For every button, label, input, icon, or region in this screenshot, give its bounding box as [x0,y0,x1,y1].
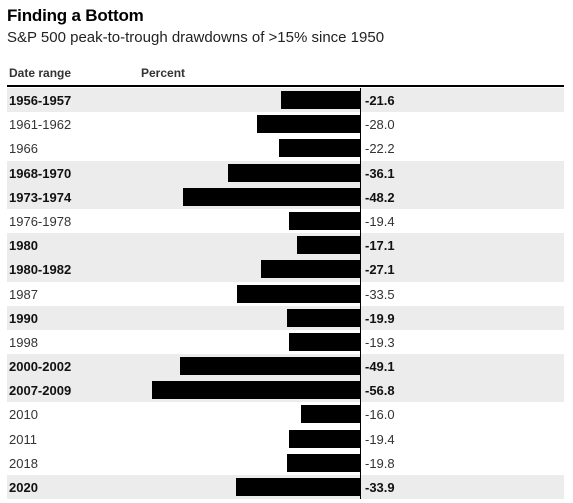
table-row: 2018 -19.8 [7,451,564,475]
drawdown-bar [179,357,360,376]
table-row: 1980-1982 -27.1 [7,257,564,282]
date-range-label: 1990 [9,310,38,326]
date-range-label: 2010 [9,407,38,423]
date-range-label: 1966 [9,141,38,157]
drawdown-bar [237,284,360,303]
zero-axis-line [360,88,361,500]
drawdown-value-label: -48.2 [365,189,395,205]
date-range-label: 2020 [9,480,38,495]
table-row: 1973-1974 -48.2 [7,184,564,209]
drawdown-bar [289,332,360,351]
date-range-label: 2007-2009 [9,383,72,399]
drawdown-value-label: -19.4 [365,431,395,447]
drawdown-bar [288,429,360,448]
date-range-label: 1968-1970 [9,165,72,181]
drawdown-value-label: -33.9 [365,480,395,495]
drawdown-value-label: -33.5 [365,286,395,302]
date-range-label: 1956-1957 [9,93,72,108]
drawdown-bar [280,91,360,109]
table-row: 2020 -33.9 [7,475,564,500]
drawdown-bar [287,453,360,472]
drawdown-value-label: -19.8 [365,455,395,471]
table-row: 1956-1957 -21.6 [7,88,564,113]
table-row: 1998 -19.3 [7,330,564,354]
date-range-label: 1980-1982 [9,262,72,278]
table-row: 1987 -33.5 [7,282,564,306]
table-row: 1980 -17.1 [7,233,564,258]
drawdown-bar [278,139,360,158]
drawdown-bar [287,308,360,327]
date-range-label: 1976-1978 [9,213,72,229]
drawdown-value-label: -21.6 [365,93,395,108]
table-row: 1990 -19.9 [7,305,564,330]
header-rule [7,85,564,87]
percent-column-header: Percent [141,66,186,80]
date-range-label: 1987 [9,286,38,302]
drawdown-value-label: -19.9 [365,310,395,326]
table-row: 2007-2009 -56.8 [7,378,564,403]
drawdown-bar [183,187,360,206]
table-row: 1968-1970 -36.1 [7,160,564,185]
date-range-label: 2000-2002 [9,359,72,375]
chart-subtitle: S&P 500 peak-to-trough drawdowns of >15%… [7,29,385,46]
table-row: 2000-2002 -49.1 [7,354,564,379]
drawdown-value-label: -28.0 [365,117,395,133]
drawdown-value-label: -27.1 [365,262,395,278]
drawdown-value-label: -19.4 [365,213,395,229]
date-range-label: 1961-1962 [9,117,72,133]
table-row: 1966 -22.2 [7,136,564,160]
drawdown-value-label: -36.1 [365,165,395,181]
date-range-label: 2011 [9,431,37,447]
drawdown-table: 1956-1957 -21.6 1961-1962 -28.0 1966 -22.2 196… [7,88,564,500]
drawdown-bar [301,405,360,424]
date-range-label: 1998 [9,334,38,350]
date-range-label: 1980 [9,238,38,254]
drawdown-value-label: -49.1 [365,359,395,375]
chart-title: Finding a Bottom [7,6,144,25]
drawdown-value-label: -22.2 [365,141,395,157]
drawdown-bar [235,478,360,496]
drawdown-bar [227,163,360,182]
drawdown-bar [151,381,360,400]
date-range-label: 2018 [9,455,38,471]
drawdown-bar [288,211,360,230]
drawdown-value-label: -19.3 [365,334,395,350]
table-row: 1976-1978 -19.4 [7,209,564,233]
date-range-column-header: Date range [9,66,72,80]
drawdown-value-label: -56.8 [365,383,395,399]
table-row: 1961-1962 -28.0 [7,112,564,136]
drawdown-bar [260,260,360,279]
date-range-label: 1973-1974 [9,189,72,205]
drawdown-bar [257,115,360,134]
drawdown-bar [297,236,360,255]
drawdown-value-label: -16.0 [365,407,395,423]
drawdown-value-label: -17.1 [365,238,395,254]
table-row: 2010 -16.0 [7,402,564,426]
table-row: 2011 -19.4 [7,427,564,451]
